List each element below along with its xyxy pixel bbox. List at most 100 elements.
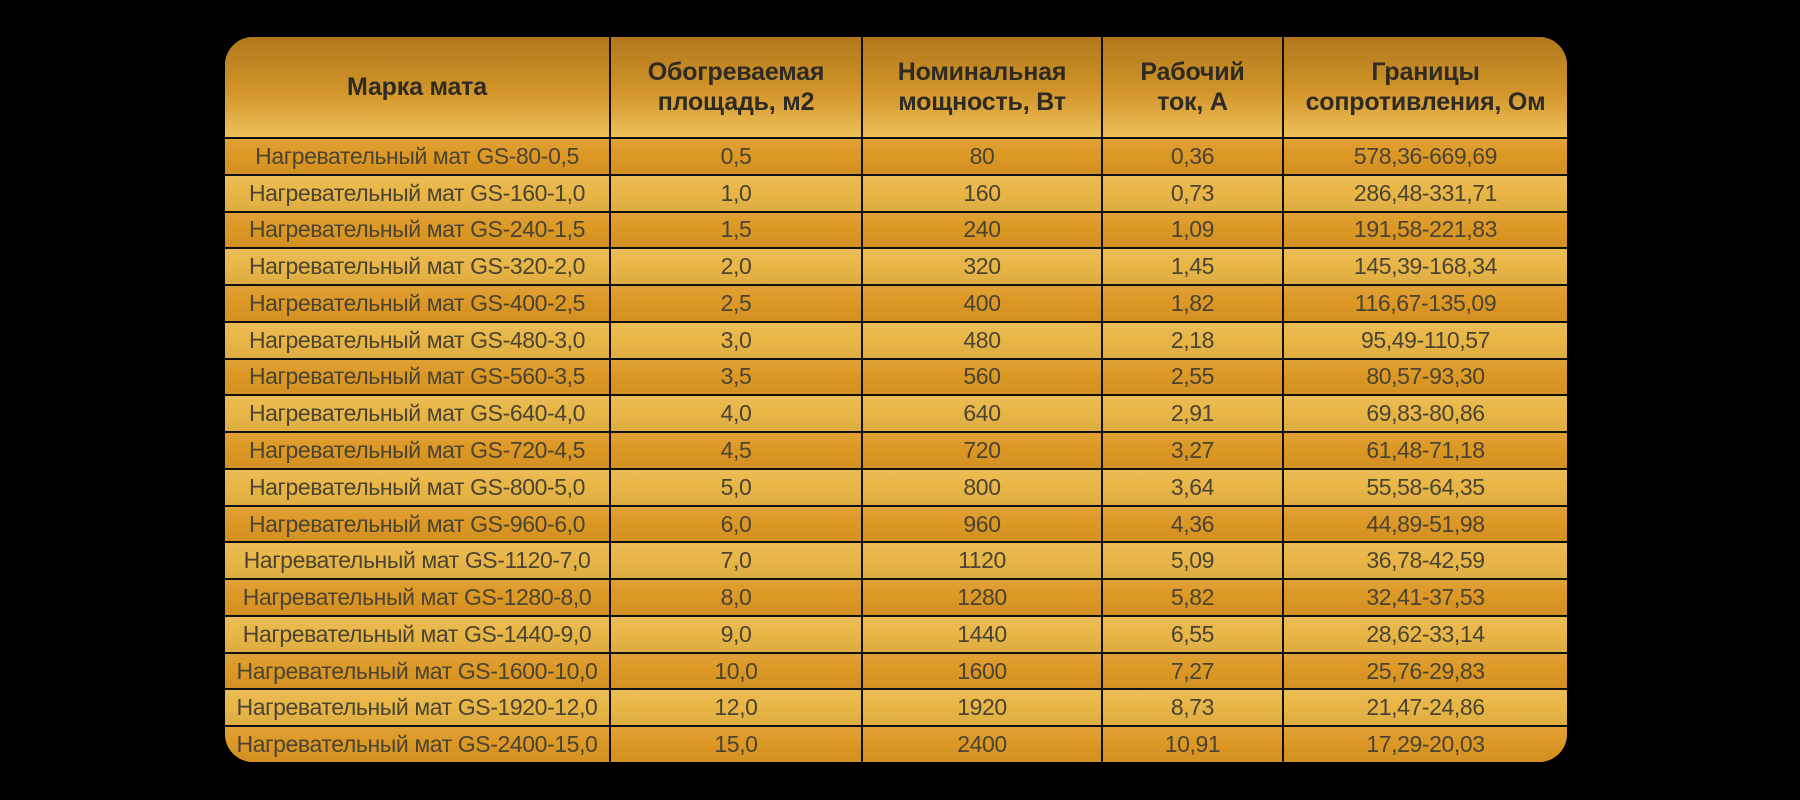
cell-mat-brand: Нагревательный мат GS-640-4,0 — [225, 396, 611, 432]
cell-nominal-power: 640 — [863, 396, 1103, 432]
cell-mat-brand: Нагревательный мат GS-320-2,0 — [225, 249, 611, 285]
cell-nominal-power: 320 — [863, 249, 1103, 285]
cell-heated-area: 0,5 — [611, 139, 863, 174]
heating-mat-spec-table: Марка мата Обогреваемая площадь, м2 Номи… — [225, 37, 1567, 762]
cell-operating-current: 3,27 — [1103, 433, 1284, 468]
cell-resistance-range: 80,57-93,30 — [1366, 363, 1485, 390]
cell-nominal-power: 1280 — [863, 580, 1103, 615]
table-row: Нагревательный мат GS-640-4,0 4,0 640 2,… — [225, 394, 1567, 432]
cell-heated-area: 8,0 — [611, 580, 863, 615]
column-header-resistance-range: Границы сопротивления, Ом — [1305, 57, 1546, 117]
cell-operating-current: 1,09 — [1103, 212, 1284, 248]
table-row: Нагревательный мат GS-80-0,5 0,5 80 0,36… — [225, 137, 1567, 174]
cell-heated-area: 9,0 — [611, 616, 863, 652]
cell-nominal-power: 480 — [863, 322, 1103, 358]
cell-heated-area: 3,0 — [611, 322, 863, 358]
table-row: Нагревательный мат GS-480-3,0 3,0 480 2,… — [225, 320, 1567, 358]
cell-resistance-range: 69,83-80,86 — [1366, 400, 1485, 427]
cell-operating-current: 8,73 — [1103, 690, 1284, 726]
column-header-heated-area: Обогреваемая площадь, м2 — [611, 37, 863, 137]
cell-resistance-range: 44,89-51,98 — [1366, 510, 1485, 537]
cell-resistance-range: 36,78-42,59 — [1366, 547, 1485, 574]
cell-operating-current: 2,91 — [1103, 396, 1284, 432]
cell-nominal-power: 80 — [863, 139, 1103, 174]
column-header-mat-brand: Марка мата — [225, 37, 611, 137]
cell-mat-brand: Нагревательный мат GS-2400-15,0 — [225, 727, 611, 762]
cell-operating-current: 2,18 — [1103, 322, 1284, 358]
table-row: Нагревательный мат GS-160-1,0 1,0 160 0,… — [225, 173, 1567, 211]
cell-mat-brand: Нагревательный мат GS-400-2,5 — [225, 286, 611, 321]
cell-resistance-range: 32,41-37,53 — [1366, 584, 1485, 611]
cell-heated-area: 10,0 — [611, 653, 863, 689]
cell-mat-brand: Нагревательный мат GS-1440-9,0 — [225, 616, 611, 652]
cell-mat-brand: Нагревательный мат GS-560-3,5 — [225, 359, 611, 395]
cell-resistance-range: 61,48-71,18 — [1366, 437, 1485, 463]
table-row: Нагревательный мат GS-720-4,5 4,5 720 3,… — [225, 431, 1567, 468]
cell-resistance-range: 286,48-331,71 — [1353, 179, 1498, 206]
column-header-operating-current: Рабочий ток, А — [1103, 37, 1284, 137]
cell-operating-current: 6,55 — [1103, 616, 1284, 652]
table-row: Нагревательный мат GS-2400-15,0 15,0 240… — [225, 725, 1567, 762]
cell-resistance-range: 95,49-110,57 — [1360, 326, 1491, 353]
cell-operating-current: 1,82 — [1103, 286, 1284, 321]
cell-nominal-power: 2400 — [863, 727, 1103, 762]
cell-resistance-range: 28,62-33,14 — [1366, 620, 1485, 647]
cell-heated-area: 1,5 — [611, 212, 863, 248]
cell-mat-brand: Нагревательный мат GS-960-6,0 — [225, 506, 611, 542]
table-row: Нагревательный мат GS-400-2,5 2,5 400 1,… — [225, 284, 1567, 321]
cell-operating-current: 5,09 — [1103, 543, 1284, 579]
cell-resistance-range: 578,36-669,69 — [1353, 142, 1498, 169]
cell-operating-current: 2,55 — [1103, 359, 1284, 395]
cell-heated-area: 1,0 — [611, 175, 863, 211]
cell-resistance-range: 21,47-24,86 — [1366, 694, 1485, 721]
cell-mat-brand: Нагревательный мат GS-240-1,5 — [225, 212, 611, 248]
cell-heated-area: 12,0 — [611, 690, 863, 726]
cell-nominal-power: 1120 — [863, 543, 1103, 579]
cell-resistance-range: 191,58-221,83 — [1353, 216, 1498, 243]
cell-mat-brand: Нагревательный мат GS-80-0,5 — [225, 139, 611, 174]
cell-mat-brand: Нагревательный мат GS-1600-10,0 — [225, 653, 611, 689]
cell-nominal-power: 560 — [863, 359, 1103, 395]
cell-operating-current: 3,64 — [1103, 469, 1284, 505]
table-row: Нагревательный мат GS-240-1,5 1,5 240 1,… — [225, 210, 1567, 248]
table-row: Нагревательный мат GS-1600-10,0 10,0 160… — [225, 651, 1567, 689]
table-body: Нагревательный мат GS-80-0,5 0,5 80 0,36… — [225, 137, 1567, 762]
cell-mat-brand: Нагревательный мат GS-800-5,0 — [225, 469, 611, 505]
table-row: Нагревательный мат GS-1280-8,0 8,0 1280 … — [225, 578, 1567, 615]
table-header-row: Марка мата Обогреваемая площадь, м2 Номи… — [225, 37, 1567, 137]
cell-resistance-range: 116,67-135,09 — [1354, 289, 1497, 316]
cell-nominal-power: 1440 — [863, 616, 1103, 652]
column-header-nominal-power: Номинальная мощность, Вт — [863, 37, 1103, 137]
cell-mat-brand: Нагревательный мат GS-160-1,0 — [225, 175, 611, 211]
cell-mat-brand: Нагревательный мат GS-720-4,5 — [225, 433, 611, 468]
cell-nominal-power: 1600 — [863, 653, 1103, 689]
cell-resistance-range: 55,58-64,35 — [1366, 473, 1485, 500]
table-row: Нагревательный мат GS-800-5,0 5,0 800 3,… — [225, 467, 1567, 505]
cell-heated-area: 6,0 — [611, 506, 863, 542]
cell-nominal-power: 400 — [863, 286, 1103, 321]
cell-resistance-range: 17,29-20,03 — [1366, 731, 1485, 758]
cell-mat-brand: Нагревательный мат GS-1280-8,0 — [225, 580, 611, 615]
cell-nominal-power: 240 — [863, 212, 1103, 248]
cell-heated-area: 5,0 — [611, 469, 863, 505]
cell-nominal-power: 720 — [863, 433, 1103, 468]
cell-operating-current: 1,45 — [1103, 249, 1284, 285]
cell-operating-current: 5,82 — [1103, 580, 1284, 615]
cell-nominal-power: 800 — [863, 469, 1103, 505]
cell-nominal-power: 960 — [863, 506, 1103, 542]
cell-operating-current: 7,27 — [1103, 653, 1284, 689]
cell-heated-area: 4,5 — [611, 433, 863, 468]
cell-heated-area: 2,5 — [611, 286, 863, 321]
table-row: Нагревательный мат GS-560-3,5 3,5 560 2,… — [225, 357, 1567, 395]
cell-mat-brand: Нагревательный мат GS-1120-7,0 — [225, 543, 611, 579]
cell-mat-brand: Нагревательный мат GS-1920-12,0 — [225, 690, 611, 726]
cell-heated-area: 3,5 — [611, 359, 863, 395]
cell-operating-current: 0,73 — [1103, 175, 1284, 211]
cell-operating-current: 0,36 — [1103, 139, 1284, 174]
table-row: Нагревательный мат GS-1120-7,0 7,0 1120 … — [225, 541, 1567, 579]
cell-heated-area: 2,0 — [611, 249, 863, 285]
cell-heated-area: 4,0 — [611, 396, 863, 432]
cell-operating-current: 4,36 — [1103, 506, 1284, 542]
cell-mat-brand: Нагревательный мат GS-480-3,0 — [225, 322, 611, 358]
